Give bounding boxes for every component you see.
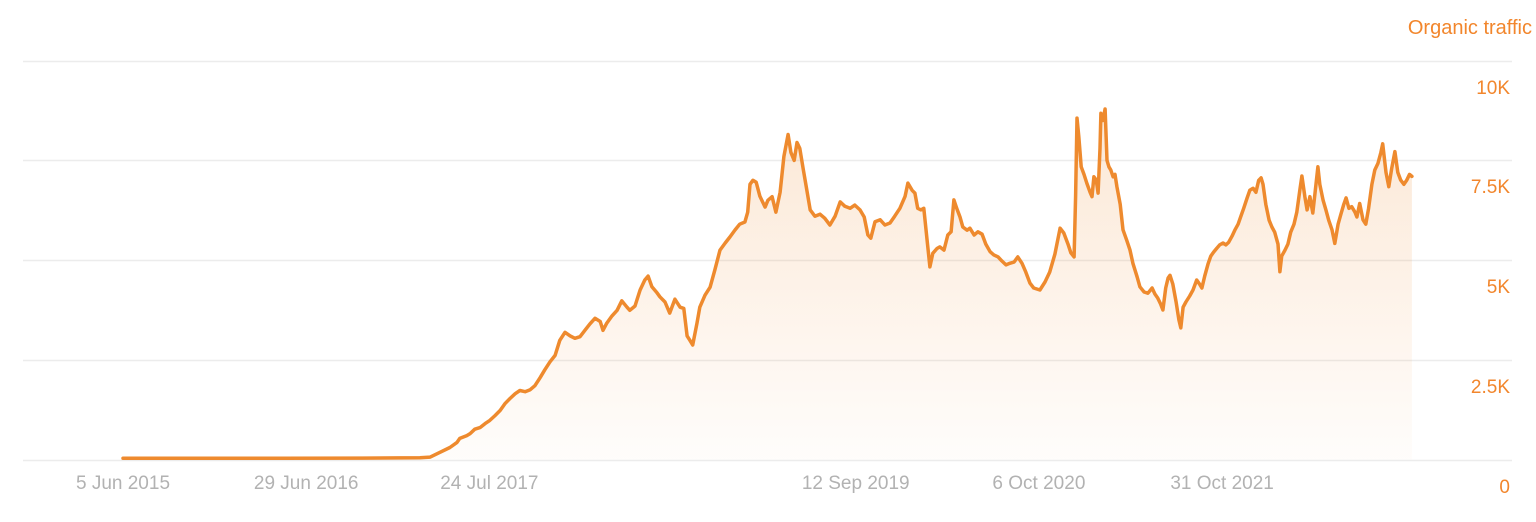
traffic-line [121,107,1414,461]
traffic-area-fill [123,109,1412,460]
x-axis-label: 31 Oct 2021 [1170,473,1274,494]
y-axis-label: 2.5K [1470,376,1510,398]
x-axis-label: 29 Jun 2016 [253,473,359,494]
y-axis-label: 0 [1499,476,1510,498]
organic-traffic-legend: Organic traffic [1407,17,1532,39]
y-axis-label: 7.5K [1470,177,1510,199]
x-axis-label: 5 Jun 2015 [75,473,171,494]
x-axis-label: 6 Oct 2020 [992,473,1086,494]
x-axis-label: 24 Jul 2017 [440,473,539,494]
y-axis-label: 5K [1486,277,1510,299]
y-axis-label: 10K [1476,77,1510,99]
x-axis-label: 12 Sep 2019 [801,473,910,494]
